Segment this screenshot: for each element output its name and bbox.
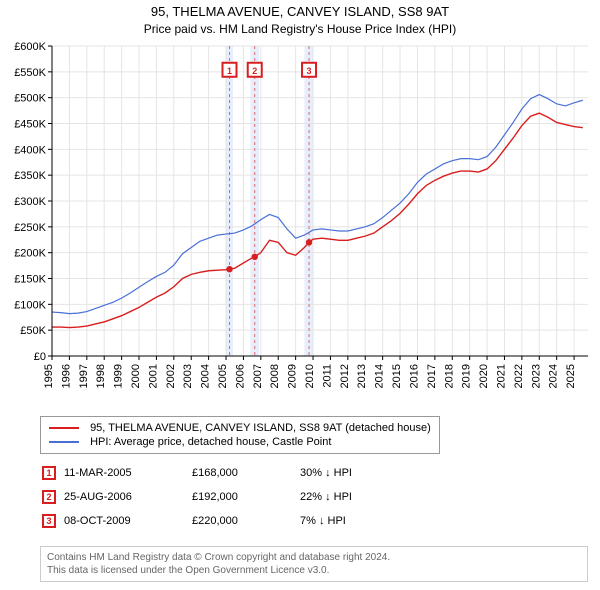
svg-text:2020: 2020 [478,364,490,388]
legend: 95, THELMA AVENUE, CANVEY ISLAND, SS8 9A… [40,416,440,454]
event-row: 3 08-OCT-2009£220,0007% ↓ HPI [42,510,358,532]
svg-text:2016: 2016 [408,364,420,388]
event-marker-icon: 1 [42,466,56,480]
svg-text:2011: 2011 [321,364,333,388]
legend-label-property: 95, THELMA AVENUE, CANVEY ISLAND, SS8 9A… [90,422,431,434]
footer-line-1: Contains HM Land Registry data © Crown c… [47,552,390,563]
svg-text:2015: 2015 [391,364,403,388]
event-row: 2 25-AUG-2006£192,00022% ↓ HPI [42,486,358,508]
legend-swatch-property [49,427,79,429]
events-table: 1 11-MAR-2005£168,00030% ↓ HPI 2 25-AUG-200… [40,460,360,534]
svg-text:2012: 2012 [339,364,351,388]
svg-text:2023: 2023 [530,364,542,388]
svg-text:2004: 2004 [200,364,212,388]
event-delta: 7% ↓ HPI [300,510,358,532]
svg-text:£300K: £300K [14,196,46,208]
legend-label-hpi: HPI: Average price, detached house, Cast… [90,436,331,448]
event-marker-icon: 2 [42,490,56,504]
event-delta: 22% ↓ HPI [300,486,358,508]
down-arrow-icon: ↓ [325,491,331,503]
svg-text:2022: 2022 [513,364,525,388]
svg-text:2018: 2018 [443,364,455,388]
svg-text:1999: 1999 [113,364,125,388]
svg-text:2019: 2019 [461,364,473,388]
footer-line-2: This data is licensed under the Open Gov… [47,565,329,576]
svg-text:£0: £0 [34,351,46,363]
footer: Contains HM Land Registry data © Crown c… [40,546,588,582]
svg-text:2007: 2007 [252,364,264,388]
svg-text:2021: 2021 [495,364,507,388]
event-date: 08-OCT-2009 [64,510,190,532]
event-price: £168,000 [192,462,298,484]
svg-text:£400K: £400K [14,144,46,156]
svg-text:2000: 2000 [130,364,142,388]
svg-text:2013: 2013 [356,364,368,388]
svg-text:2009: 2009 [287,364,299,388]
svg-text:£550K: £550K [14,67,46,79]
event-date: 25-AUG-2006 [64,486,190,508]
svg-text:£150K: £150K [14,274,46,286]
svg-text:2025: 2025 [565,364,577,388]
svg-text:3: 3 [307,66,312,76]
svg-text:£200K: £200K [14,248,46,260]
svg-text:2002: 2002 [165,364,177,388]
svg-text:2014: 2014 [374,364,386,388]
svg-text:£600K: £600K [14,41,46,53]
svg-text:2003: 2003 [182,364,194,388]
svg-text:1997: 1997 [78,364,90,388]
event-row: 1 11-MAR-2005£168,00030% ↓ HPI [42,462,358,484]
svg-text:2: 2 [252,66,257,76]
svg-text:£250K: £250K [14,222,46,234]
svg-text:2005: 2005 [217,364,229,388]
legend-swatch-hpi [49,441,79,443]
svg-text:1995: 1995 [43,364,55,388]
event-price: £192,000 [192,486,298,508]
svg-text:2001: 2001 [147,364,159,388]
svg-text:£350K: £350K [14,170,46,182]
svg-text:£100K: £100K [14,299,46,311]
svg-text:2010: 2010 [304,364,316,388]
svg-text:1996: 1996 [60,364,72,388]
title-line-2: Price paid vs. HM Land Registry's House … [0,22,600,36]
svg-text:£450K: £450K [14,119,46,131]
svg-text:2024: 2024 [548,364,560,388]
svg-text:2017: 2017 [426,364,438,388]
down-arrow-icon: ↓ [325,467,331,479]
event-date: 11-MAR-2005 [64,462,190,484]
event-delta: 30% ↓ HPI [300,462,358,484]
svg-text:2008: 2008 [269,364,281,388]
svg-text:1: 1 [227,66,232,76]
down-arrow-icon: ↓ [319,515,325,527]
svg-text:2006: 2006 [234,364,246,388]
svg-text:£500K: £500K [14,93,46,105]
event-price: £220,000 [192,510,298,532]
title-line-1: 95, THELMA AVENUE, CANVEY ISLAND, SS8 9A… [0,4,600,19]
event-marker-icon: 3 [42,514,56,528]
svg-text:£50K: £50K [20,325,46,337]
price-chart: £0 £50K £100K £150K £200K £250K £300K £350K £400… [0,38,600,400]
svg-text:1998: 1998 [95,364,107,388]
events-tbody: 1 11-MAR-2005£168,00030% ↓ HPI 2 25-AUG-200… [42,462,358,532]
